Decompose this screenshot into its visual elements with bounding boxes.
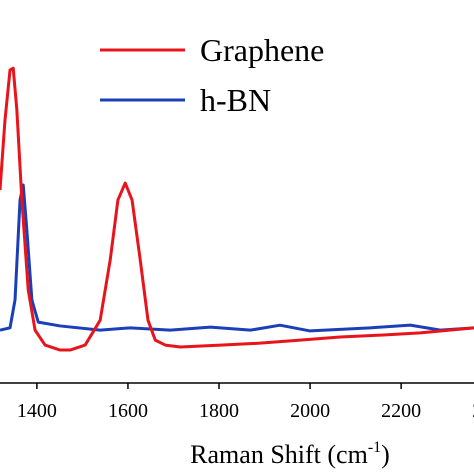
- series-line: [0, 183, 474, 333]
- legend-label: Graphene: [200, 32, 324, 68]
- x-tick-label: 2400: [472, 400, 474, 422]
- legend-label: h-BN: [200, 82, 271, 118]
- x-axis-title: Raman Shift (cm-1): [190, 439, 390, 469]
- x-tick-label: 2000: [290, 400, 330, 422]
- x-tick-label: 2200: [381, 400, 421, 422]
- x-axis-title-sup: -1: [368, 439, 381, 456]
- x-axis-title-end: ): [381, 440, 390, 469]
- x-tick-label: 1800: [199, 400, 239, 422]
- x-tick-label: 1600: [108, 400, 148, 422]
- x-axis-title-main: Raman Shift (cm: [190, 440, 368, 469]
- x-tick-label: 1400: [17, 400, 57, 422]
- series-line: [0, 66, 474, 352]
